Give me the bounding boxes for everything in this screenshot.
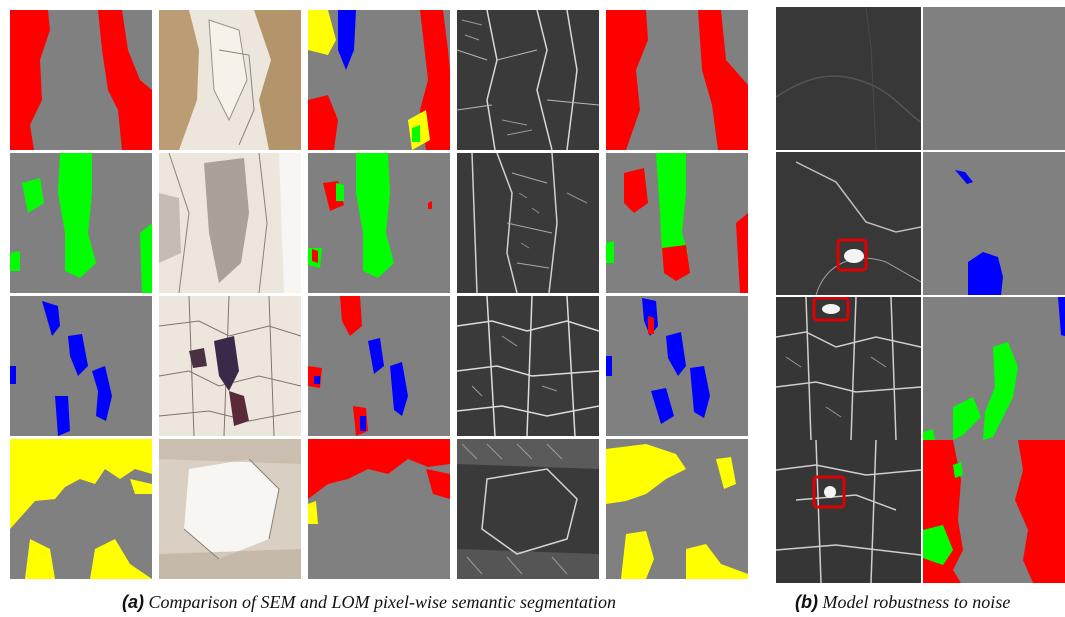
mask-tile-a-r2-c3 [308,153,450,293]
sem-noisy-tile-b-r2 [776,152,921,295]
sem-tile-a-r1 [457,10,599,150]
caption-label-b: (b) [795,592,818,612]
noise-highlight-box [812,297,850,322]
sem-noisy-tile-b-r3 [776,297,921,440]
mask-tile-a-r4-c3 [308,439,450,579]
mask-tile-b-r2 [923,152,1065,295]
lom-tile-a-r2 [159,153,301,293]
mask-tile-b-r4 [923,440,1065,583]
noise-highlight-box [836,238,868,272]
mask-tile-a-r4-c5 [606,439,748,579]
mask-tile-a-r1-c3 [308,10,450,150]
mask-tile-b-r1 [923,7,1065,150]
mask-tile-a-r3-c3 [308,296,450,436]
sem-tile-a-r4 [457,439,599,579]
sem-tile-a-r3 [457,296,599,436]
sem-noisy-tile-b-r1 [776,7,921,150]
red-region [98,10,152,150]
caption-text-a: Comparison of SEM and LOM pixel-wise sem… [148,592,616,612]
mask-tile-a-r1-c1 [10,10,152,150]
red-region [10,10,50,150]
mask-tile-a-r3-c5 [606,296,748,436]
mask-tile-a-r4-c1 [10,439,152,579]
lom-tile-a-r4 [159,439,301,579]
mask-tile-a-r1-c5 [606,10,748,150]
caption-panel-b: (b) Model robustness to noise [795,592,1010,613]
caption-text-b: Model robustness to noise [822,592,1011,612]
sem-noisy-tile-b-r4 [776,440,921,583]
caption-panel-a: (a) Comparison of SEM and LOM pixel-wise… [122,592,616,613]
caption-label-a: (a) [122,592,144,612]
sem-tile-a-r2 [457,153,599,293]
lom-tile-a-r3 [159,296,301,436]
mask-tile-a-r3-c1 [10,296,152,436]
mask-tile-a-r2-c5 [606,153,748,293]
mask-tile-a-r2-c1 [10,153,152,293]
noise-highlight-box [812,475,846,509]
lom-tile-a-r1 [159,10,301,150]
mask-tile-b-r3 [923,297,1065,440]
